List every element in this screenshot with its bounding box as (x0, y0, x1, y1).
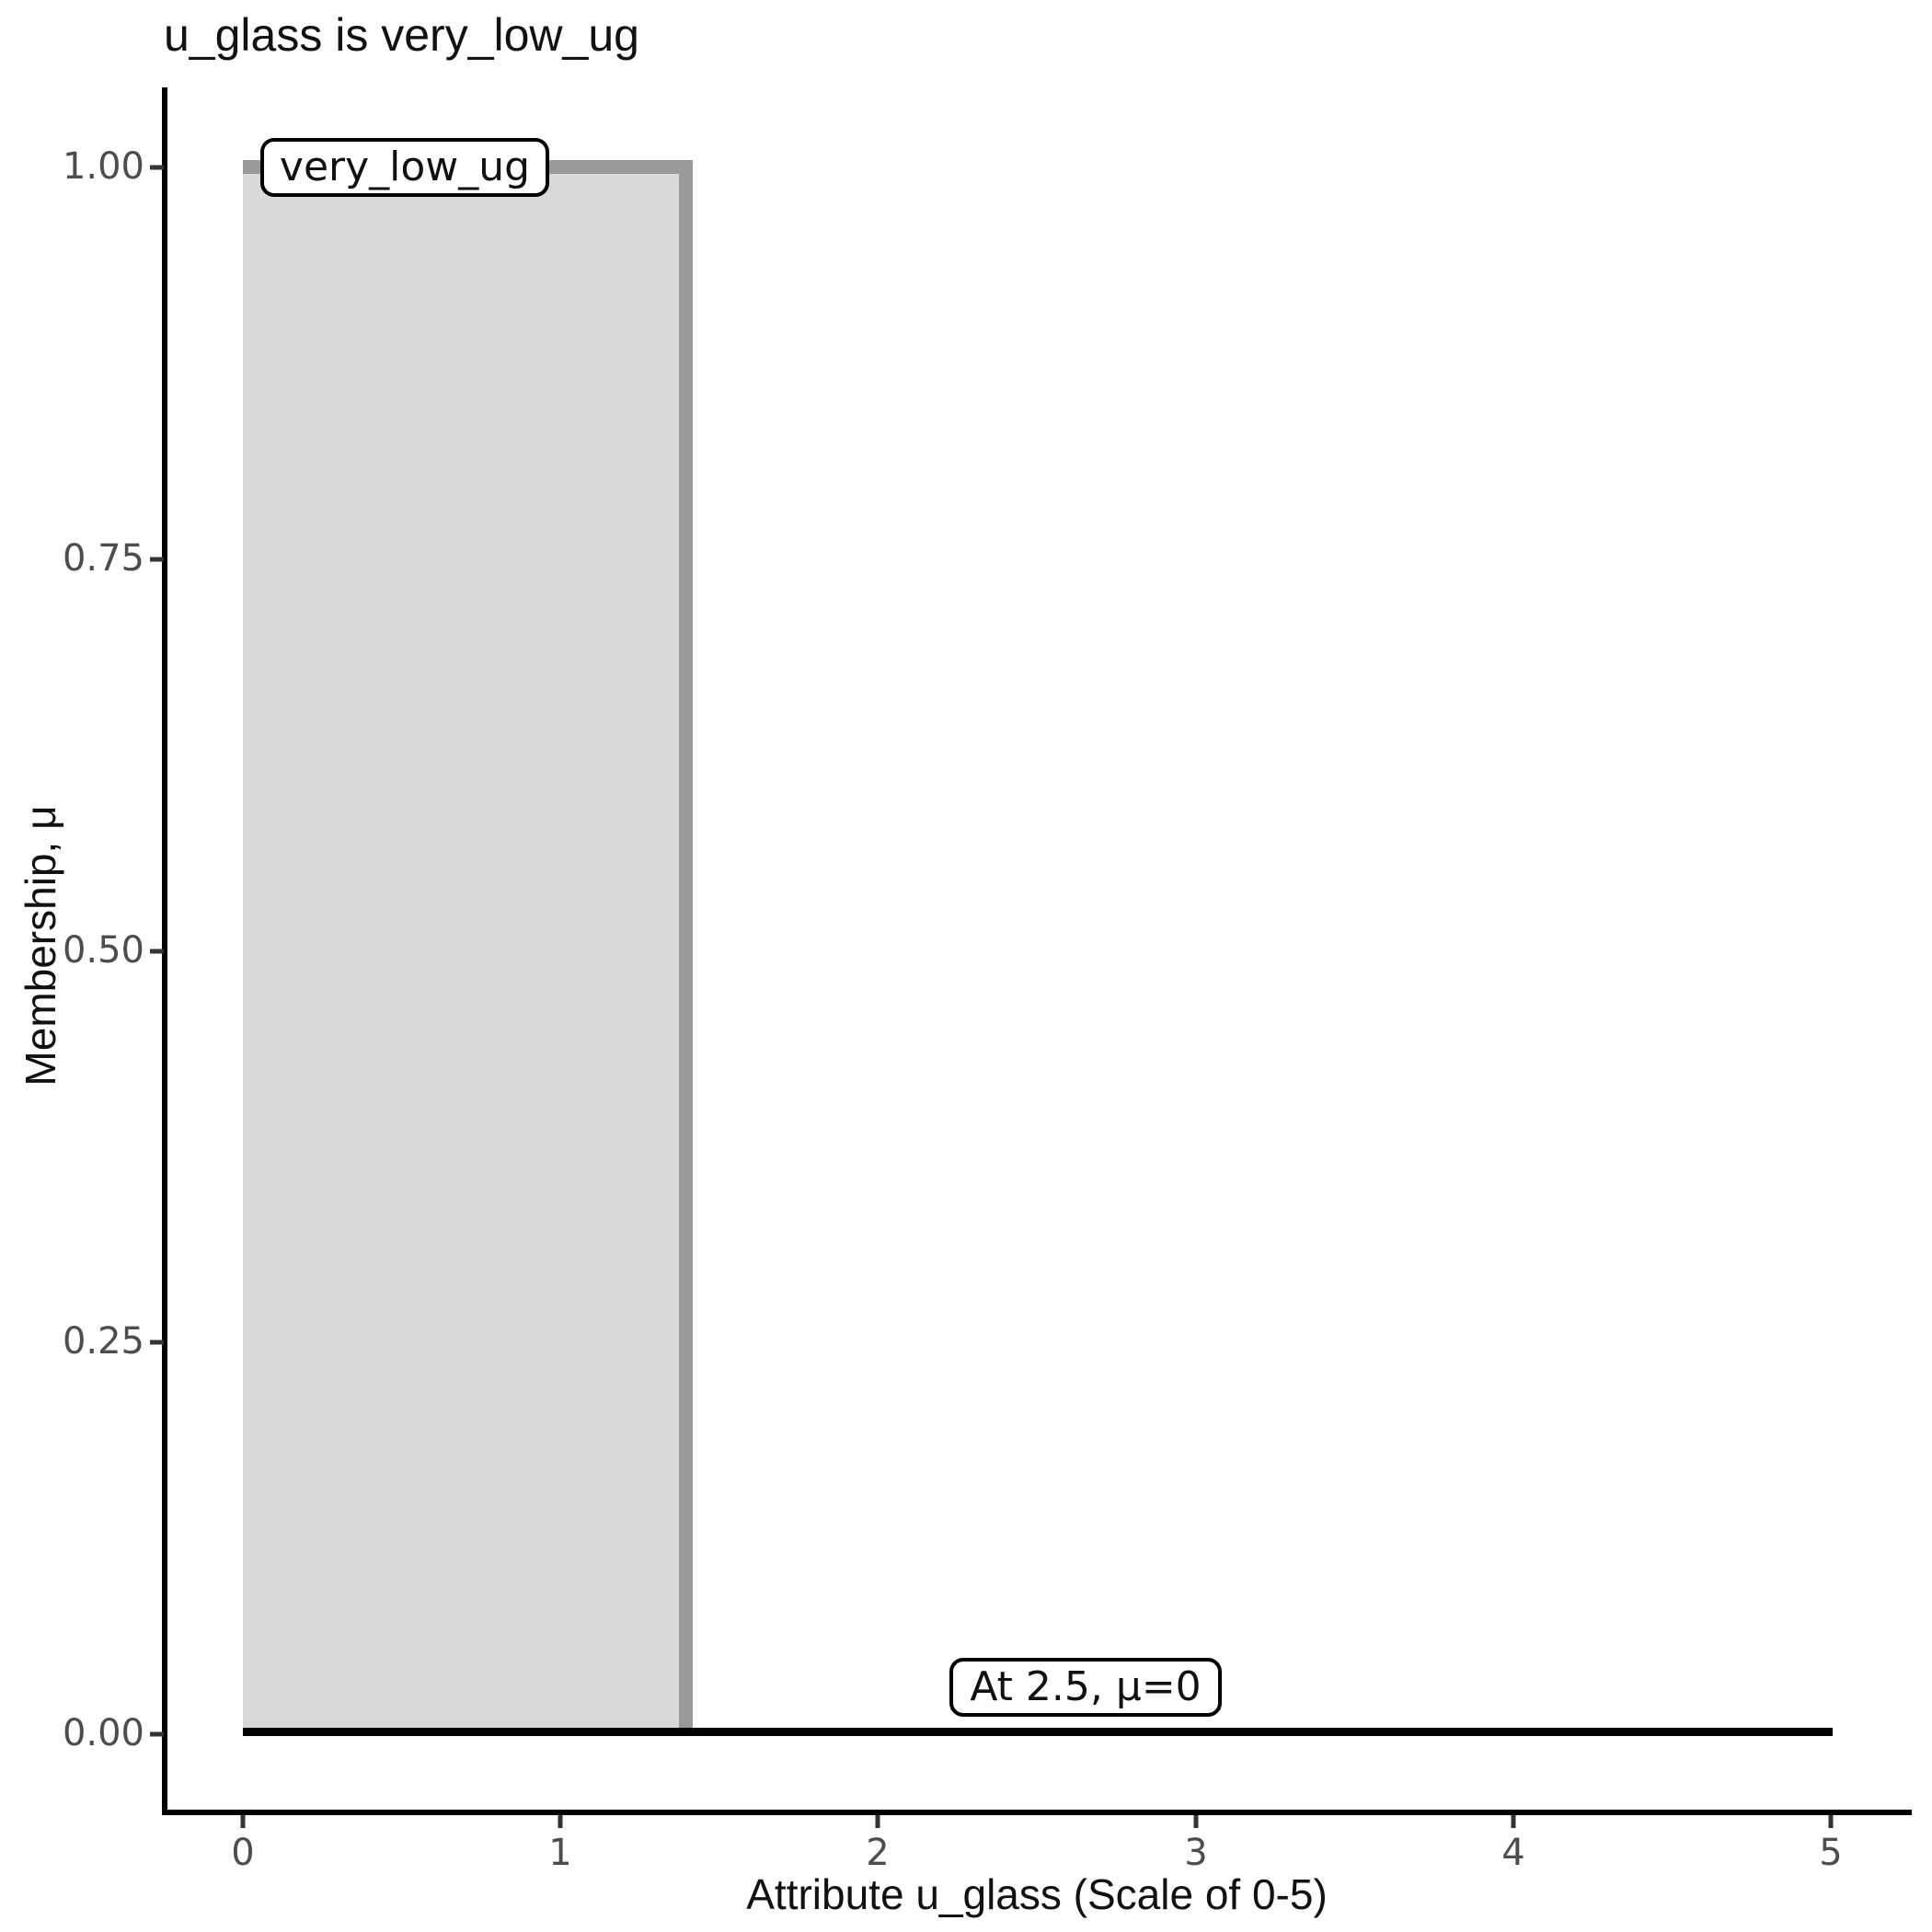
y-tick-label: 0.25 (62, 1320, 144, 1363)
x-tick-label: 0 (231, 1832, 255, 1874)
y-tick-mark (150, 1340, 164, 1345)
y-tick-mark (150, 949, 164, 954)
x-tick-mark (240, 1815, 246, 1828)
x-tick-mark (1511, 1815, 1516, 1828)
x-tick-label: 2 (866, 1832, 890, 1874)
x-tick-label: 3 (1184, 1832, 1208, 1874)
annotation-very-low-ug: very_low_ug (260, 138, 549, 197)
chart-title: u_glass is very_low_ug (164, 9, 639, 61)
x-axis-line (162, 1810, 1912, 1815)
zero-membership-line (243, 1728, 1833, 1736)
y-tick-label: 0.75 (62, 537, 144, 581)
y-tick-label: 0.00 (62, 1712, 144, 1755)
y-tick-mark (150, 557, 164, 562)
x-tick-label: 1 (548, 1832, 572, 1874)
x-tick-label: 4 (1501, 1832, 1525, 1874)
annotation-at-2-5-mu-0: At 2.5, μ=0 (949, 1658, 1222, 1717)
x-tick-label: 5 (1819, 1832, 1843, 1874)
y-axis-title: Membership, μ (17, 805, 64, 1087)
x-tick-mark (558, 1815, 563, 1828)
y-axis-line (162, 87, 167, 1815)
y-tick-label: 0.50 (62, 929, 144, 972)
x-tick-mark (875, 1815, 880, 1828)
y-tick-mark (150, 165, 164, 170)
x-tick-mark (1193, 1815, 1199, 1828)
membership-area-very-low-ug (243, 160, 693, 1731)
y-tick-mark (150, 1731, 164, 1737)
y-tick-label: 1.00 (62, 145, 144, 189)
x-axis-title: Attribute u_glass (Scale of 0-5) (746, 1870, 1328, 1918)
x-tick-mark (1828, 1815, 1834, 1828)
